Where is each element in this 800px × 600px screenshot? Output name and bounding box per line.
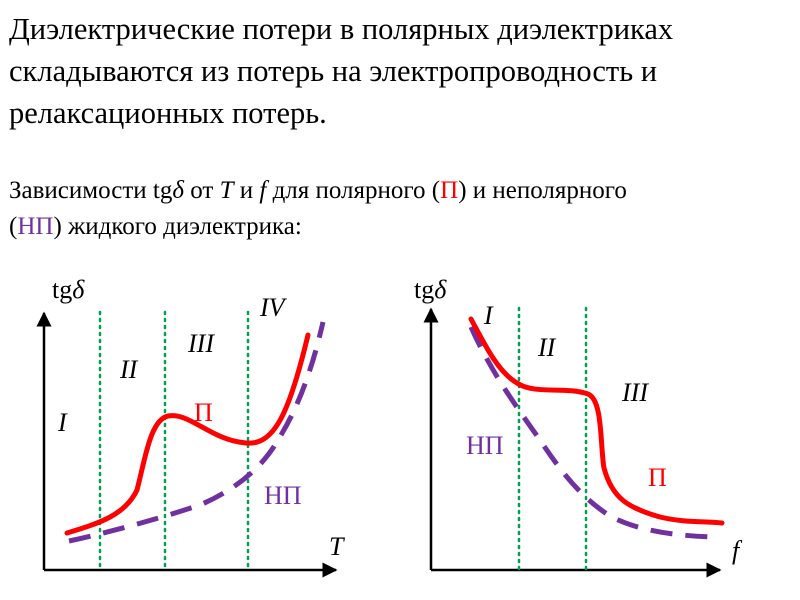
subtitle-text-2: от xyxy=(183,177,220,204)
subtitle-text-5: ) и неполярного xyxy=(458,177,627,204)
subtitle-delta: δ xyxy=(172,177,184,204)
right-y-label: tgδ xyxy=(414,275,447,304)
left-region-II: II xyxy=(119,355,139,384)
left-polar-curve xyxy=(64,332,311,536)
subtitle-text-3: и xyxy=(233,177,260,204)
subtitle-text-4: для полярного ( xyxy=(266,177,441,204)
left-nonpolar-label: НП xyxy=(264,481,302,510)
right-polar-label: П xyxy=(648,463,667,492)
subtitle-nonpolar: НП xyxy=(17,213,54,240)
left-y-label: tgδ xyxy=(52,275,85,304)
right-x-label: f xyxy=(732,536,743,565)
subtitle-text-6: ( xyxy=(9,213,18,240)
left-region-III: III xyxy=(187,329,215,358)
right-nonpolar-label: НП xyxy=(466,431,504,460)
right-region-III: III xyxy=(621,378,649,407)
right-polar-curve xyxy=(468,316,725,526)
subtitle-line-2: (НП) жидкого диэлектрика: xyxy=(9,209,794,245)
right-nonpolar-curve xyxy=(468,325,716,540)
subtitle-T: T xyxy=(219,177,234,204)
heading-line-3: релаксационных потерь. xyxy=(9,96,327,130)
subtitle: Зависимости tgδ от T и f для полярного (… xyxy=(9,173,794,245)
left-x-label: T xyxy=(329,532,345,561)
subtitle-f: f xyxy=(259,177,267,204)
left-plot: tgδ T I II III IV П НП xyxy=(36,275,345,578)
left-region-IV: IV xyxy=(259,293,288,322)
heading-line-1: Диэлектрические потери в полярных диэлек… xyxy=(9,12,674,46)
right-plot: tgδ f I II III П НП xyxy=(414,275,743,578)
heading-line-2: складываются из потерь на электропроводн… xyxy=(9,54,658,88)
subtitle-polar: П xyxy=(440,177,459,204)
right-region-I: I xyxy=(483,301,494,330)
subtitle-line-1: Зависимости tgδ от T и f для полярного (… xyxy=(9,173,794,209)
subtitle-text-1: Зависимости tg xyxy=(9,177,173,204)
heading: Диэлектрические потери в полярных диэлек… xyxy=(9,8,794,134)
subtitle-text-7: ) жидкого диэлектрика: xyxy=(53,213,302,240)
right-region-II: II xyxy=(537,333,557,362)
left-region-I: I xyxy=(57,408,68,437)
left-nonpolar-curve xyxy=(68,321,326,544)
left-polar-label: П xyxy=(194,398,213,427)
